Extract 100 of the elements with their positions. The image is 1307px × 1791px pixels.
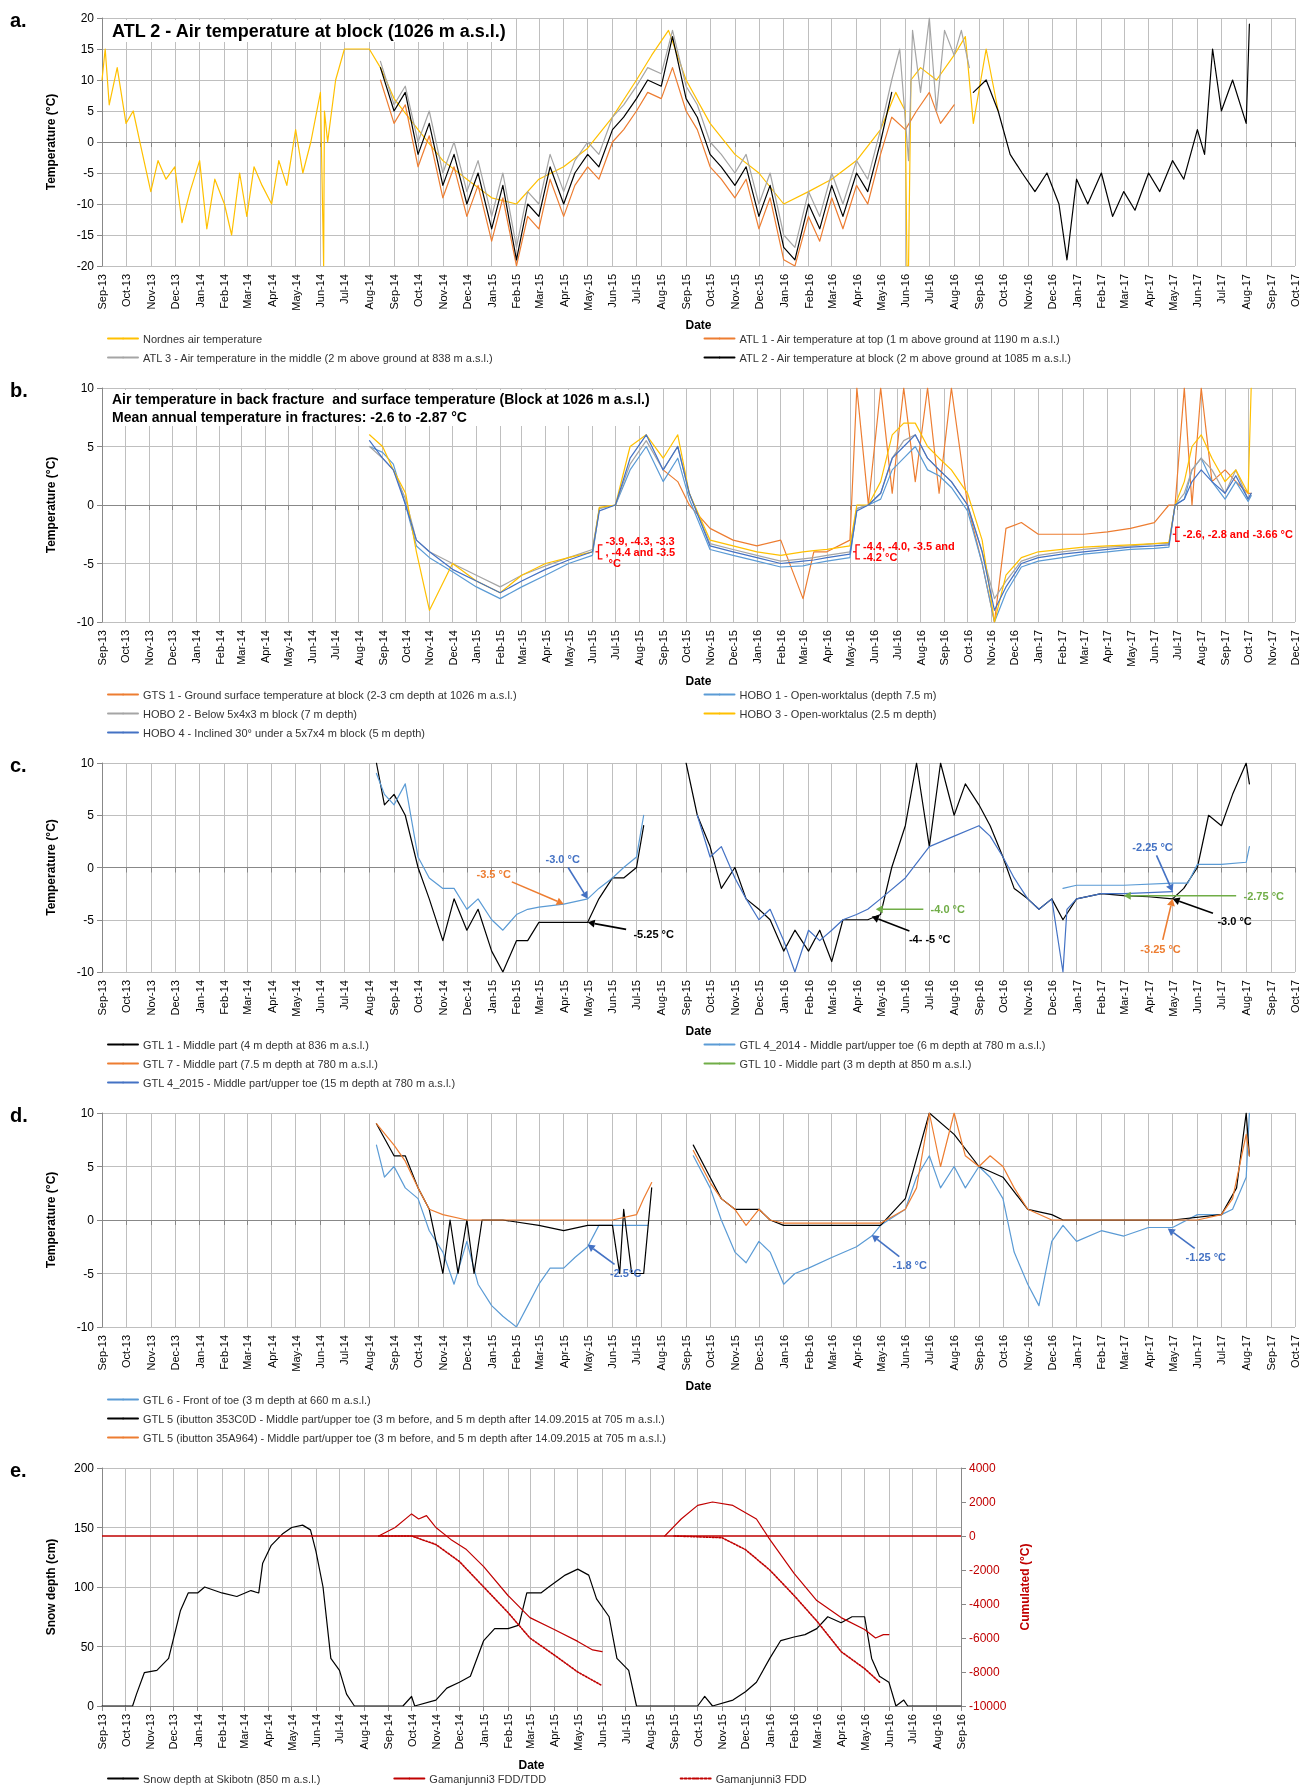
x-tick-label: Aug-15 <box>643 1714 656 1750</box>
annotation: -1.25 °C <box>1185 1250 1227 1263</box>
x-tick-label: May-17 <box>1124 630 1137 667</box>
legend-label: HOBO 4 - Inclined 30° under a 5x7x4 m block (5 m depth) <box>143 726 425 739</box>
legend-label: GTL 5 (ibutton 35A964) - Middle part/upper toe (3 m before, and 5 m depth after 14.09.2015 at 705 m a.s.l.) <box>143 1431 667 1444</box>
x-axis-title: Date <box>685 673 712 688</box>
x-tick-label: Aug-15 <box>655 274 668 310</box>
x-tick-label: Jan-15 <box>485 274 498 308</box>
legend-label: GTL 5 (ibutton 353C0D - Middle part/upper toe (3 m before, and 5 m depth after 14.09.2015 at 705 m a.s.l.) <box>143 1412 665 1425</box>
x-tick-label: Jan-15 <box>485 980 498 1014</box>
legend-label: GTL 10 - Middle part (3 m depth at 850 m a.s.l.) <box>739 1057 972 1070</box>
x-tick-label: Mar-17 <box>1117 274 1130 309</box>
x-tick-label: Nov-13 <box>143 1714 156 1750</box>
x-tick-label: Apr-17 <box>1142 980 1155 1014</box>
x-tick-label: Jan-17 <box>1032 630 1045 664</box>
y-tick-label: 50 <box>80 1639 95 1654</box>
x-tick-label: Apr-17 <box>1142 274 1155 308</box>
x-tick-label: Dec-13 <box>168 980 181 1016</box>
x-tick-label: Dec-17 <box>1289 630 1301 666</box>
legend-label: GTS 1 - Ground surface temperature at block (2-3 cm depth at 1026 m a.s.l.) <box>143 688 517 701</box>
x-tick-label: Aug-17 <box>1240 980 1253 1016</box>
y-tick-label: 150 <box>73 1520 95 1535</box>
x-tick-label: Apr-16 <box>850 274 863 308</box>
x-tick-label: Jun-15 <box>606 980 619 1014</box>
chart-title: ATL 2 - Air temperature at block (1026 m a.s.l.) <box>112 21 506 41</box>
x-tick-label: Mar-15 <box>515 630 528 665</box>
x-tick-label: Dec-14 <box>453 1714 466 1750</box>
x-tick-label: Jan-16 <box>763 1714 776 1748</box>
x-tick-label: Jun-15 <box>606 274 619 308</box>
text: e. <box>10 1459 27 1481</box>
x-tick-label: Feb-17 <box>1095 980 1108 1015</box>
x-tick-label: Aug-17 <box>1240 1335 1253 1371</box>
x-tick-label: Jul-16 <box>890 630 903 660</box>
x-tick-label: Nov-16 <box>1021 980 1034 1016</box>
x-tick-label: Mar-14 <box>240 274 253 309</box>
x-tick-label: Apr-15 <box>539 630 552 664</box>
x-tick-label: Dec-14 <box>460 980 473 1016</box>
y-tick-label: -10 <box>76 1320 95 1334</box>
x-tick-label: Mar-14 <box>235 630 248 665</box>
x-tick-label: Sep-16 <box>972 1335 985 1371</box>
x-tick-label: Jun-17 <box>1148 630 1161 664</box>
annotation: -2.6, -2.8 and -3.66 °C <box>1182 528 1293 541</box>
x-tick-label: Jun-16 <box>899 274 912 308</box>
x-tick-label: Oct-15 <box>704 1335 717 1369</box>
y-tick-label: 0 <box>87 1213 95 1227</box>
x-tick-label: Feb-16 <box>774 630 787 665</box>
x-tick-label: Nov-16 <box>1021 1335 1034 1371</box>
y-tick-label: 10 <box>80 1106 95 1120</box>
x-tick-label: May-16 <box>874 274 887 311</box>
x-tick-label: Mar-17 <box>1117 980 1130 1015</box>
x-tick-label: Oct-14 <box>399 630 412 664</box>
x-tick-label: Dec-16 <box>1045 980 1058 1016</box>
x-tick-label: Aug-16 <box>930 1714 943 1750</box>
x-tick-label: Dec-13 <box>167 1714 180 1750</box>
legend-label: Gamanjunni3 FDD <box>715 1772 807 1785</box>
x-tick-label: Mar-16 <box>825 1335 838 1370</box>
x-tick-label: Jan-15 <box>485 1335 498 1369</box>
x-tick-label: Sep-13 <box>96 274 108 310</box>
x-tick-label: Sep-16 <box>938 630 951 666</box>
x-tick-label: Dec-15 <box>752 980 765 1016</box>
x-tick-label: Nov-14 <box>436 1335 449 1371</box>
annotation: -5.25 °C <box>633 928 674 941</box>
x-tick-label: Nov-14 <box>436 980 449 1016</box>
x-tick-label: Apr-15 <box>557 980 570 1014</box>
x-tick-label: Mar-15 <box>532 1335 545 1370</box>
text: Mean annual temperature in fractures: -2.6 to -2.87 °C <box>112 409 467 425</box>
x-tick-label: Jun-14 <box>314 274 327 308</box>
x-tick-label: May-17 <box>1166 980 1179 1017</box>
x-tick-label: Feb-14 <box>218 980 231 1015</box>
x-tick-label: Jun-14 <box>314 980 327 1014</box>
y-tick-label: 5 <box>87 808 95 823</box>
x-tick-label: Aug-14 <box>363 274 376 310</box>
x-tick-label: Nov-15 <box>715 1714 728 1750</box>
x-tick-label: Mar-16 <box>810 1714 823 1749</box>
x-tick-label: Dec-13 <box>165 630 178 666</box>
x-tick-label: Oct-16 <box>961 630 974 664</box>
x-axis-title: Date <box>685 317 712 332</box>
y-tick-label: 5 <box>87 439 95 454</box>
x-tick-label: Dec-15 <box>752 274 765 310</box>
x-tick-label: Sep-15 <box>657 630 670 666</box>
x-tick-label: Jan-16 <box>777 1335 790 1369</box>
x-tick-label: Jul-15 <box>630 1335 643 1365</box>
x-tick-label: Jul-16 <box>906 1714 919 1744</box>
legend-label: HOBO 3 - Open-worktalus (2.5 m depth) <box>739 707 937 720</box>
x-tick-label: Apr-14 <box>265 274 278 308</box>
x-tick-label: May-14 <box>282 630 295 667</box>
x-tick-label: Feb-14 <box>213 630 226 665</box>
x-tick-label: Jul-17 <box>1215 274 1228 304</box>
x-tick-label: Feb-14 <box>215 1714 228 1749</box>
x-tick-label: Dec-14 <box>460 274 473 310</box>
x-tick-label: Jan-16 <box>777 274 790 308</box>
y-tick-label: 10 <box>80 73 95 87</box>
x-tick-label: Aug-16 <box>948 980 961 1016</box>
x-tick-label: Aug-14 <box>363 980 376 1016</box>
y-tick-label: -15 <box>76 228 95 242</box>
x-tick-label: Jul-15 <box>609 630 622 660</box>
x-tick-label: Feb-15 <box>510 274 523 309</box>
y2-tick-label: -4000 <box>969 1597 1001 1611</box>
x-tick-label: Sep-13 <box>96 1335 108 1371</box>
x-tick-label: Feb-16 <box>802 1335 815 1370</box>
